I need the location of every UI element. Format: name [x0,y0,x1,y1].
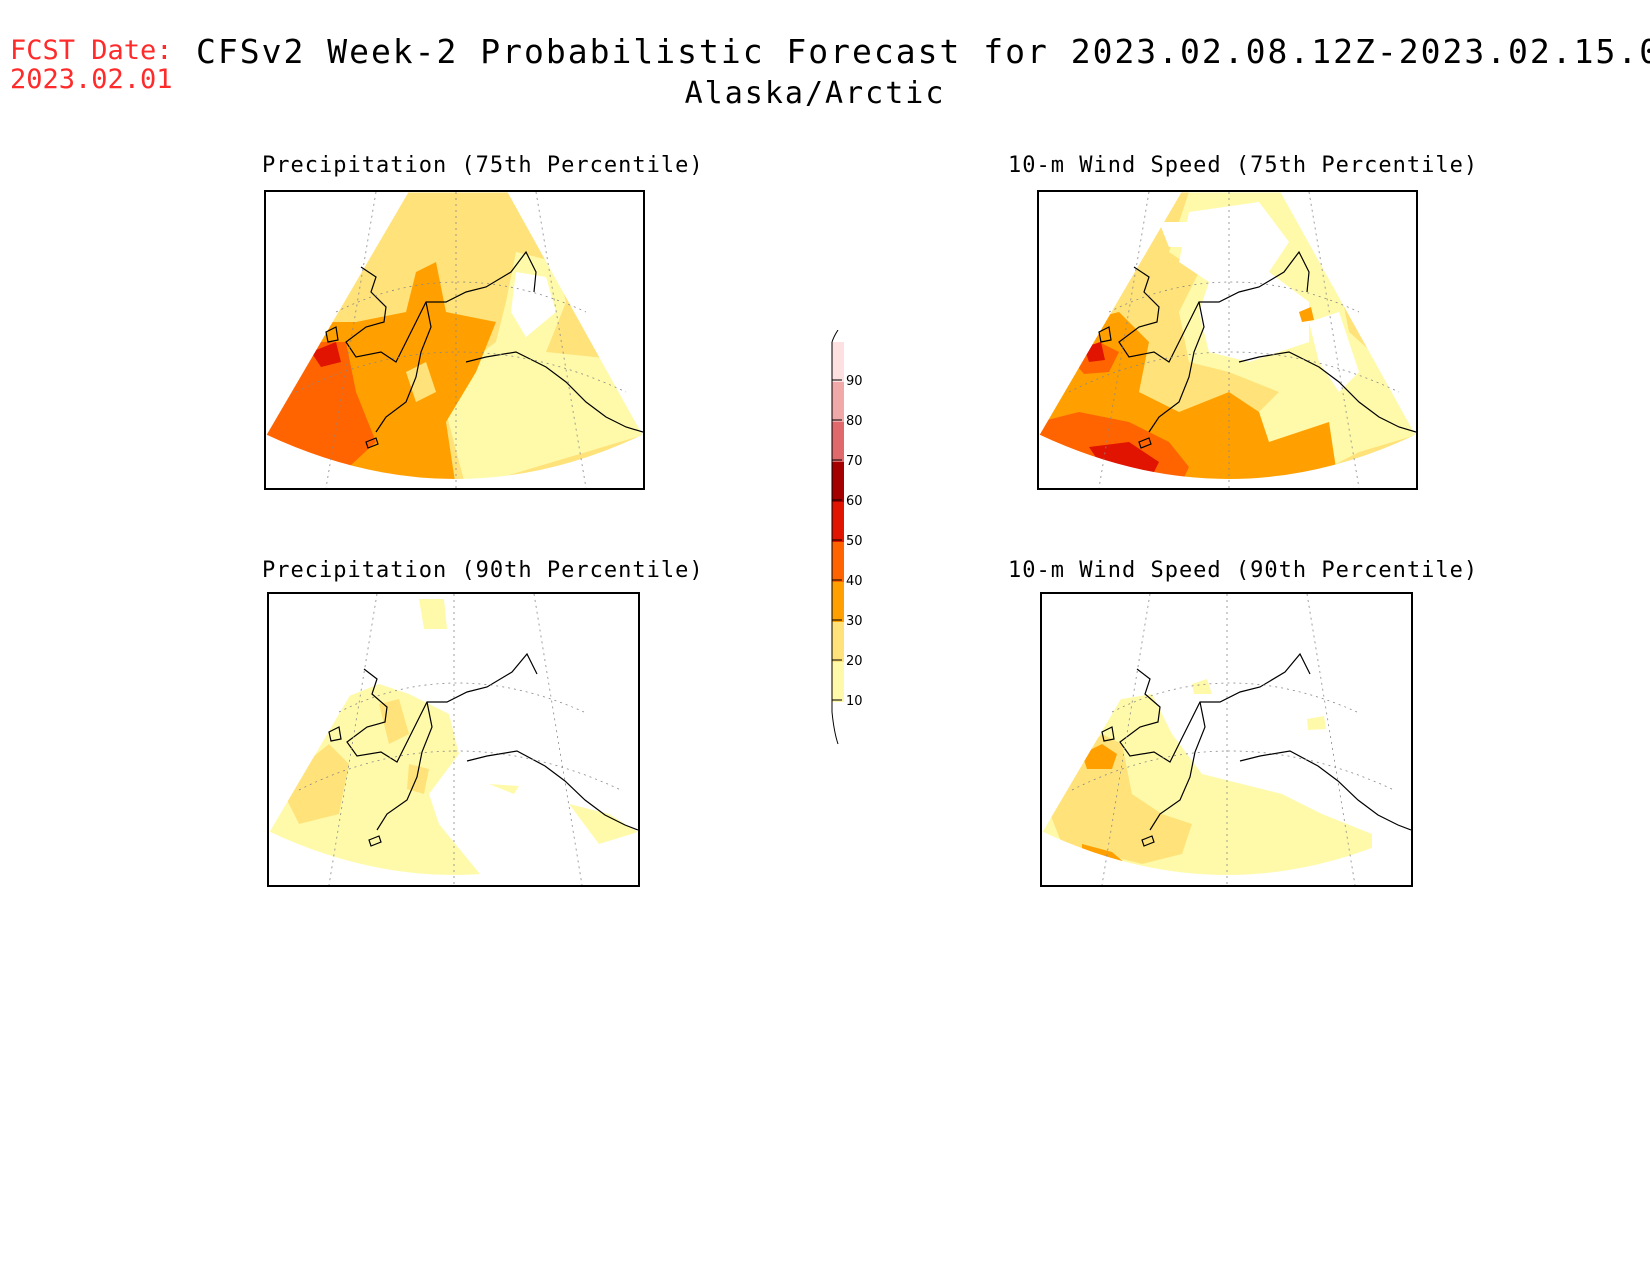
color-bar-swatch [832,622,844,662]
wind-90-map [1042,594,1411,885]
panel-title-wind-75: 10-m Wind Speed (75th Percentile) [1008,153,1479,178]
map-panel-wind-75 [1037,190,1418,490]
color-bar-label: 30 [846,614,863,629]
map-panel-precip-90 [267,592,640,887]
color-bar-label: 50 [846,534,863,549]
wind-75-map [1039,192,1416,488]
forecast-date-label: FCST Date: [10,35,173,66]
color-bar-label: 90 [846,374,863,389]
color-bar-swatch [832,382,844,422]
map-panel-wind-90 [1040,592,1413,887]
precip-75-map [266,192,643,488]
color-bar-label: 20 [846,654,863,669]
color-bar-top-cap [831,330,839,343]
color-bar-label: 60 [846,494,863,509]
color-bar-swatch [832,662,844,702]
map-panel-precip-75 [264,190,645,490]
color-bar-swatch [832,542,844,582]
color-bar-label: 70 [846,454,863,469]
color-bar-swatch [832,502,844,542]
color-bar-label: 40 [846,574,863,589]
forecast-date-value: 2023.02.01 [10,64,173,95]
color-bar-swatch [832,582,844,622]
panel-title-precip-75: Precipitation (75th Percentile) [262,153,704,178]
color-bar-bottom-cap [831,702,839,745]
color-bar-swatch [832,342,844,382]
color-bar-label: 10 [846,694,863,709]
panel-title-wind-90: 10-m Wind Speed (90th Percentile) [1008,558,1479,583]
color-bar-swatch [832,462,844,502]
color-bar-swatch [832,422,844,462]
forecast-date-block: FCST Date: 2023.02.01 [10,36,173,94]
color-bar-legend: 10 20 30 40 50 60 70 80 90 [831,330,863,745]
figure-title: CFSv2 Week-2 Probabilistic Forecast for … [196,32,1650,71]
figure-subtitle: Alaska/Arctic [684,76,946,111]
precip-90-map [269,594,638,885]
panel-title-precip-90: Precipitation (90th Percentile) [262,558,704,583]
color-bar-label: 80 [846,414,863,429]
